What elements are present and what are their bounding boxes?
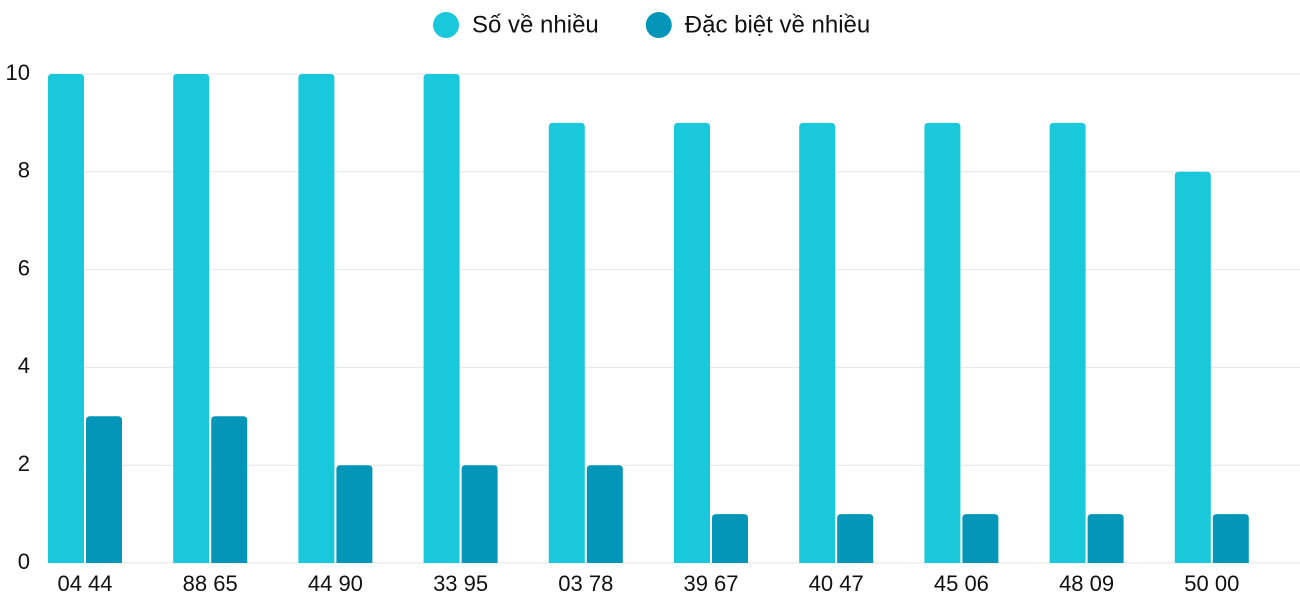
x-tick-label: 45 06 bbox=[934, 571, 989, 596]
legend-marker bbox=[433, 12, 459, 38]
x-tick-label: 88 65 bbox=[183, 571, 238, 596]
x-tick-label: 39 67 bbox=[683, 571, 738, 596]
bar bbox=[211, 416, 248, 563]
bar bbox=[461, 465, 498, 563]
bar bbox=[336, 465, 373, 563]
bar bbox=[48, 74, 84, 563]
legend-label: Đặc biệt về nhiều bbox=[685, 11, 870, 38]
bar bbox=[712, 514, 748, 563]
y-tick-label: 10 bbox=[6, 60, 30, 85]
bar bbox=[1087, 514, 1124, 563]
y-tick-label: 4 bbox=[18, 353, 30, 378]
y-tick-label: 0 bbox=[18, 549, 30, 574]
bar bbox=[1049, 122, 1086, 564]
y-tick-label: 8 bbox=[18, 158, 30, 183]
bar bbox=[674, 122, 710, 564]
x-tick-label: 03 78 bbox=[558, 571, 613, 596]
x-tick-label: 44 90 bbox=[308, 571, 363, 596]
bar bbox=[423, 74, 460, 563]
bar bbox=[548, 122, 585, 564]
x-tick-label: 40 47 bbox=[809, 571, 864, 596]
bar bbox=[924, 122, 961, 564]
bar bbox=[799, 122, 836, 564]
legend-label: Số về nhiều bbox=[472, 11, 599, 38]
x-tick-label: 48 09 bbox=[1059, 571, 1114, 596]
x-tick-label: 33 95 bbox=[433, 571, 488, 596]
x-tick-label: 04 44 bbox=[57, 571, 112, 596]
y-tick-label: 2 bbox=[18, 451, 30, 476]
bar bbox=[173, 74, 210, 563]
x-tick-label: 50 00 bbox=[1184, 571, 1239, 596]
legend-marker bbox=[645, 12, 672, 38]
bar bbox=[1174, 171, 1211, 564]
bar bbox=[837, 514, 874, 563]
bar bbox=[962, 514, 999, 563]
bar bbox=[1212, 514, 1249, 563]
bar bbox=[298, 74, 335, 563]
bar bbox=[86, 416, 122, 563]
y-tick-label: 6 bbox=[18, 255, 30, 280]
bar bbox=[586, 465, 623, 563]
